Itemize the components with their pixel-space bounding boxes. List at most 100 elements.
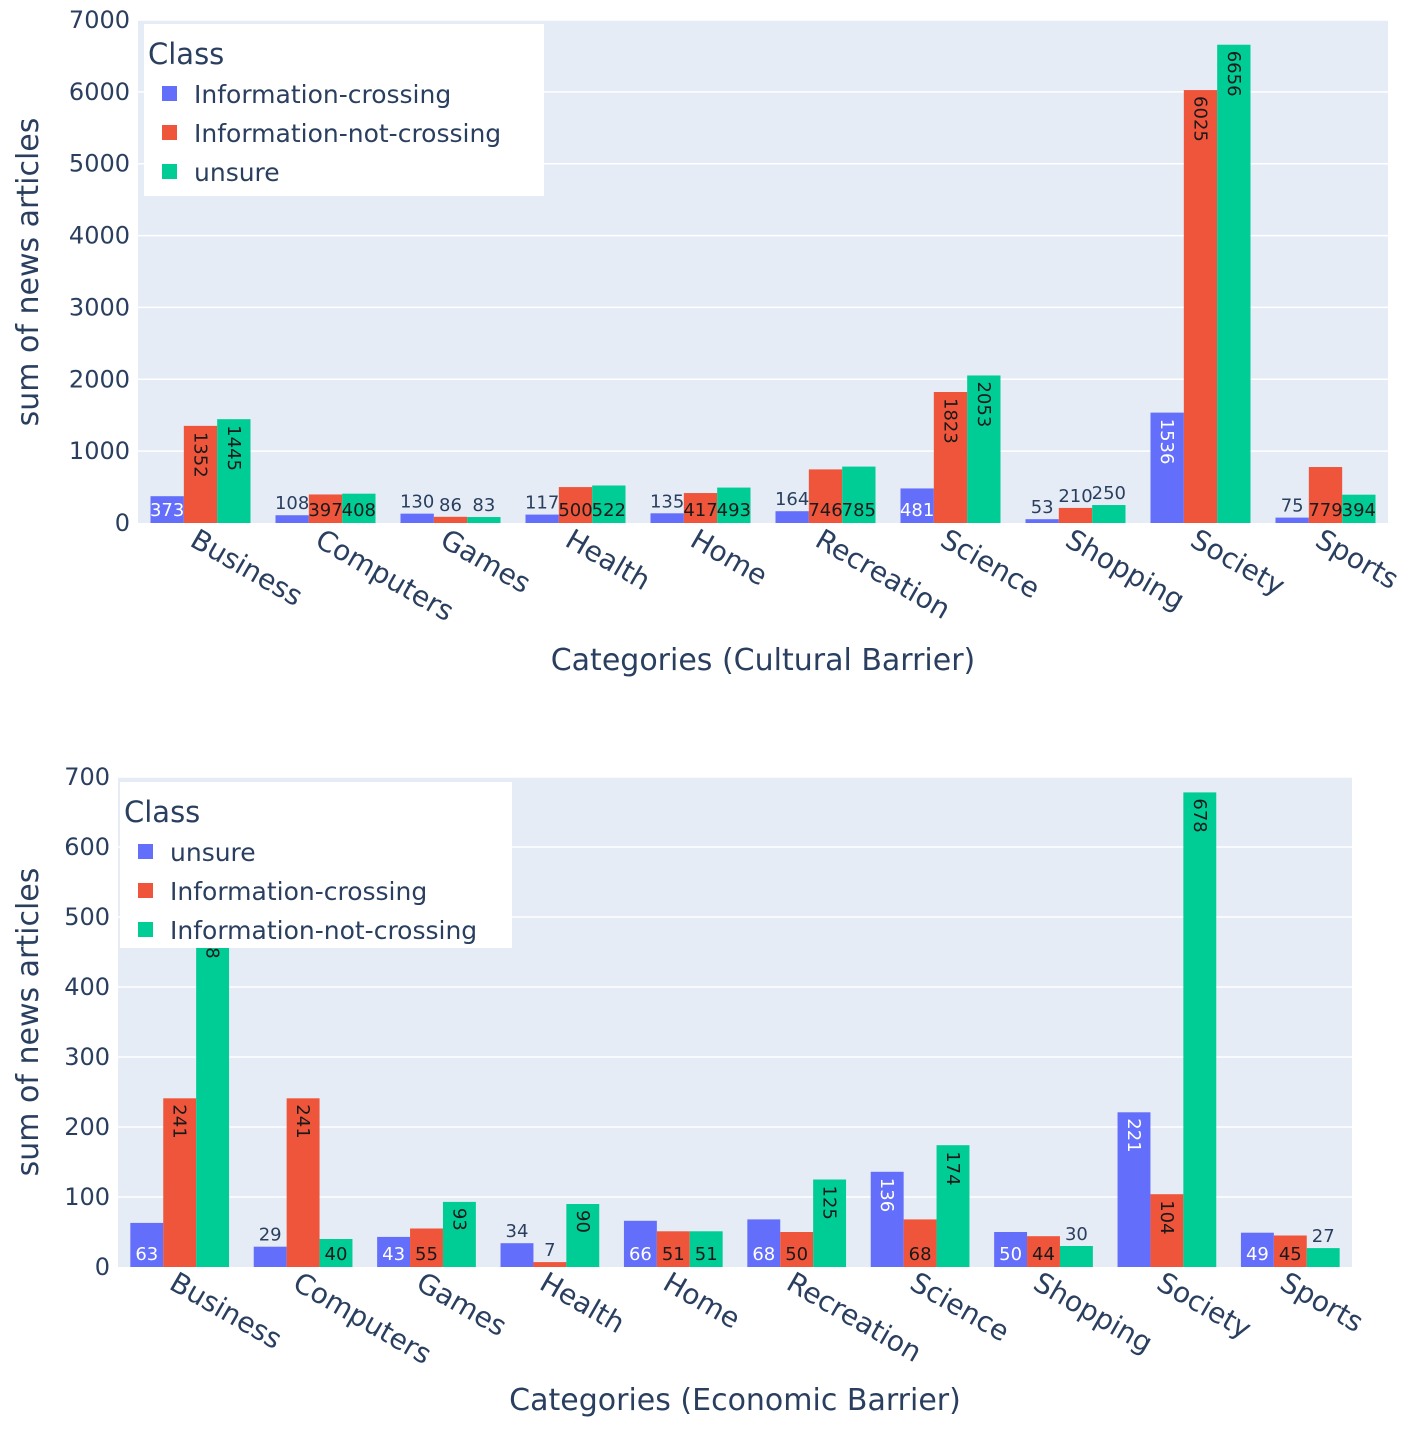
bar[interactable] xyxy=(130,1222,164,1267)
y-tick-label: 0 xyxy=(115,509,130,537)
bar[interactable] xyxy=(1150,412,1184,523)
bar[interactable] xyxy=(650,513,684,523)
legend-item[interactable]: Information-not-crossing xyxy=(170,916,477,945)
bar[interactable] xyxy=(1092,505,1126,523)
bar[interactable] xyxy=(592,485,626,523)
bar[interactable] xyxy=(689,1231,723,1267)
bar[interactable] xyxy=(308,494,343,523)
bar[interactable] xyxy=(747,1219,781,1267)
bar[interactable] xyxy=(1183,90,1218,523)
legend-item[interactable]: Information-crossing xyxy=(194,80,451,109)
bar[interactable] xyxy=(400,513,434,523)
bar[interactable] xyxy=(933,392,968,523)
bar[interactable] xyxy=(717,487,751,523)
legend-title: Class xyxy=(124,795,200,829)
x-tick-label: Sports xyxy=(1275,1265,1369,1338)
bar[interactable] xyxy=(656,1231,690,1267)
y-tick-label: 7000 xyxy=(69,6,130,34)
bar[interactable] xyxy=(196,918,230,1267)
legend-swatch[interactable] xyxy=(162,86,177,101)
bar[interactable] xyxy=(780,1232,814,1267)
y-tick-label: 100 xyxy=(64,1183,110,1211)
legend-title: Class xyxy=(148,37,224,71)
bar[interactable] xyxy=(163,1098,197,1267)
bar[interactable] xyxy=(808,469,843,523)
bar[interactable] xyxy=(566,1204,600,1267)
legend xyxy=(144,24,544,196)
data-label: 250 xyxy=(1092,483,1126,504)
bar[interactable] xyxy=(1027,1236,1060,1267)
bar[interactable] xyxy=(1240,1232,1274,1267)
bar[interactable] xyxy=(410,1228,443,1268)
bar[interactable] xyxy=(342,493,376,523)
bar[interactable] xyxy=(1217,44,1251,523)
bar[interactable] xyxy=(1117,1112,1151,1267)
bar[interactable] xyxy=(1273,1235,1307,1268)
data-label: 55 xyxy=(415,1244,438,1265)
bar[interactable] xyxy=(813,1179,847,1268)
bar[interactable] xyxy=(1059,1246,1093,1267)
bar[interactable] xyxy=(1025,519,1059,523)
y-tick-label: 4000 xyxy=(69,222,130,250)
bar[interactable] xyxy=(903,1219,937,1267)
legend-item[interactable]: unsure xyxy=(194,158,280,187)
bar[interactable] xyxy=(253,1246,287,1267)
bar[interactable] xyxy=(533,1262,567,1267)
data-label: 7 xyxy=(544,1240,555,1261)
bar[interactable] xyxy=(217,419,251,523)
data-label: 125 xyxy=(819,1186,840,1220)
data-label: 66 xyxy=(629,1244,652,1265)
bar[interactable] xyxy=(286,1098,320,1267)
legend-swatch[interactable] xyxy=(162,125,177,140)
bar[interactable] xyxy=(623,1220,657,1267)
x-tick-label: Shopping xyxy=(1028,1265,1158,1359)
data-label: 1823 xyxy=(940,398,961,444)
data-label: 678 xyxy=(1189,798,1210,832)
bar[interactable] xyxy=(558,487,593,523)
bar[interactable] xyxy=(1150,1194,1184,1267)
bar[interactable] xyxy=(1275,517,1309,523)
bar[interactable] xyxy=(183,425,218,523)
legend-swatch[interactable] xyxy=(138,844,153,859)
bar[interactable] xyxy=(967,375,1001,523)
legend-swatch[interactable] xyxy=(138,883,153,898)
data-label: 45 xyxy=(1279,1244,1302,1265)
legend-swatch[interactable] xyxy=(162,164,177,179)
bar[interactable] xyxy=(842,466,876,523)
legend xyxy=(120,782,512,948)
bar[interactable] xyxy=(1058,507,1093,523)
y-tick-label: 500 xyxy=(64,903,110,931)
legend-item[interactable]: Information-crossing xyxy=(170,877,427,906)
bar[interactable] xyxy=(1306,1248,1340,1267)
bar[interactable] xyxy=(1342,494,1376,523)
bar[interactable] xyxy=(500,1243,534,1267)
legend-swatch[interactable] xyxy=(138,922,153,937)
bar[interactable] xyxy=(275,515,309,523)
data-label: 104 xyxy=(1156,1200,1177,1234)
bar[interactable] xyxy=(1183,792,1217,1267)
data-label: 394 xyxy=(1342,500,1376,521)
data-label: 90 xyxy=(572,1210,593,1233)
bar[interactable] xyxy=(525,514,559,523)
data-label: 44 xyxy=(1032,1244,1055,1265)
data-label: 34 xyxy=(506,1221,529,1242)
bar[interactable] xyxy=(1308,467,1343,523)
bar[interactable] xyxy=(319,1239,353,1267)
bar[interactable] xyxy=(994,1232,1028,1267)
bar[interactable] xyxy=(775,511,809,523)
data-label: 93 xyxy=(448,1208,469,1231)
bar[interactable] xyxy=(150,496,184,523)
data-label: 68 xyxy=(752,1244,775,1265)
legend-item[interactable]: unsure xyxy=(170,838,256,867)
bar[interactable] xyxy=(900,488,934,523)
bar[interactable] xyxy=(870,1171,904,1267)
bar[interactable] xyxy=(467,517,501,523)
bar[interactable] xyxy=(433,516,468,523)
data-label: 397 xyxy=(308,500,342,521)
bar[interactable] xyxy=(683,493,718,523)
bar[interactable] xyxy=(936,1145,970,1267)
bar[interactable] xyxy=(377,1236,411,1267)
bar[interactable] xyxy=(442,1201,476,1267)
data-label: 493 xyxy=(717,500,751,521)
legend-item[interactable]: Information-not-crossing xyxy=(194,119,501,148)
